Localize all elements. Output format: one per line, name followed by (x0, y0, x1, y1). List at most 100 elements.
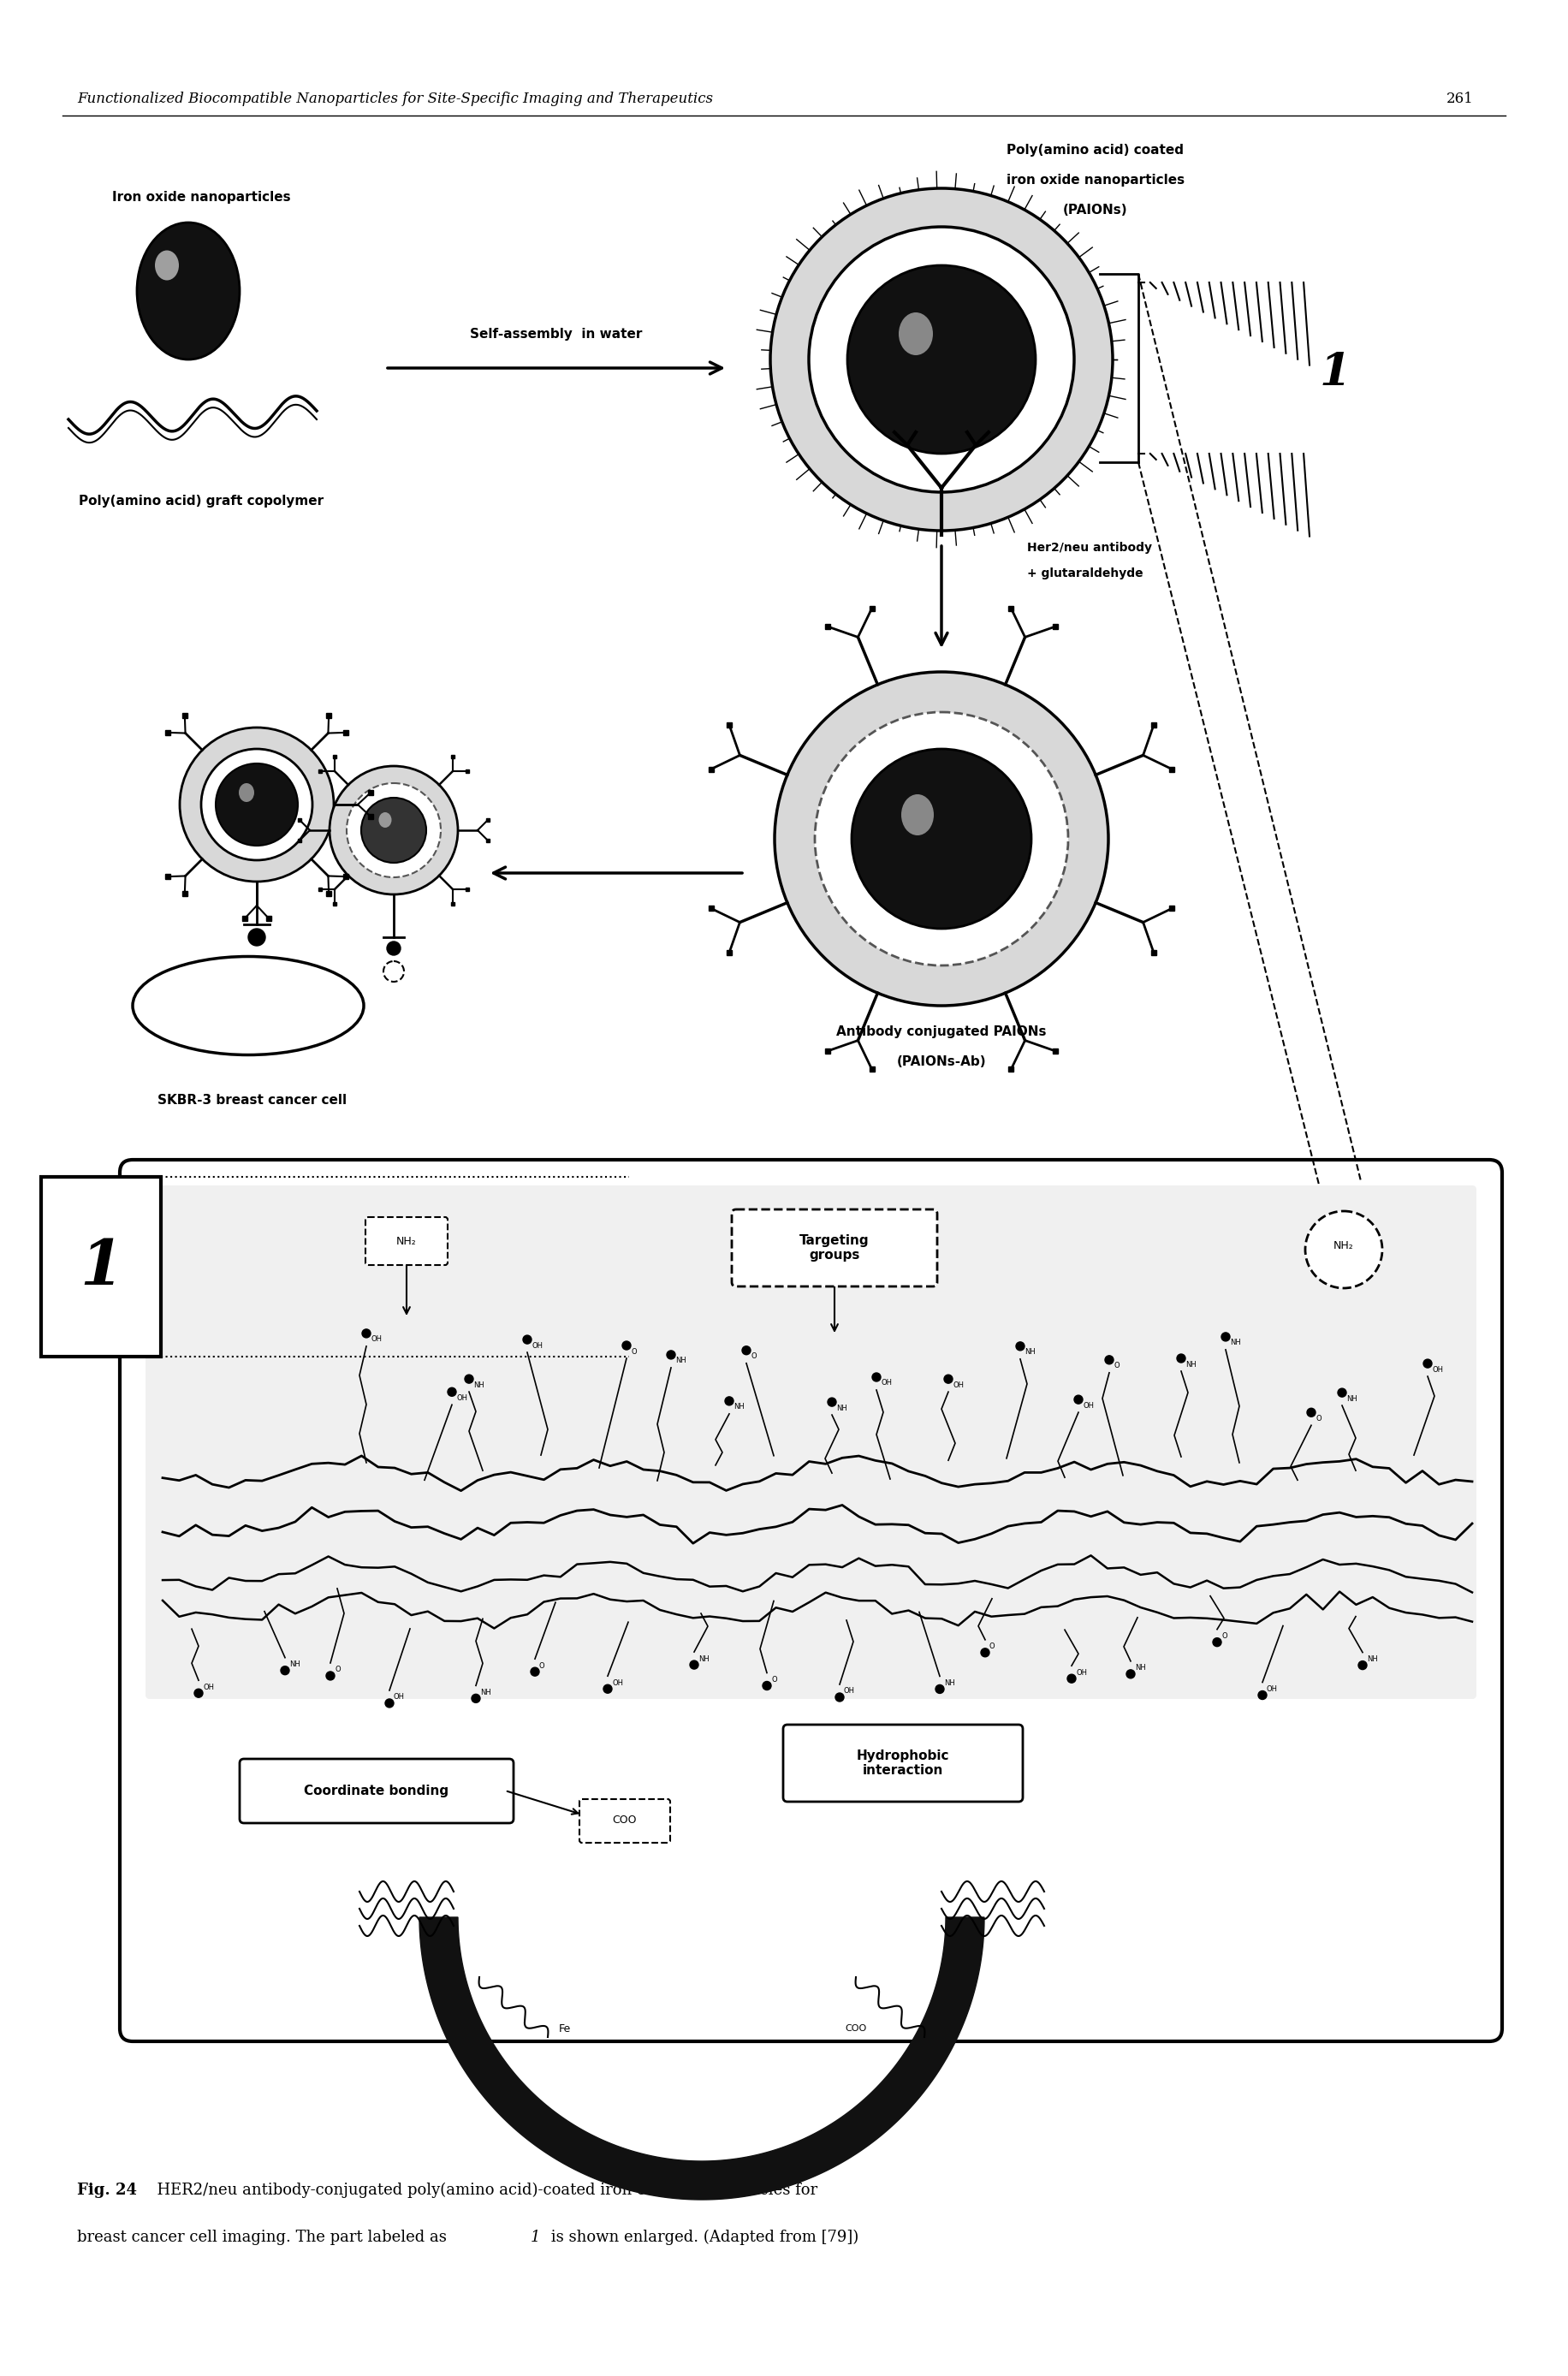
Text: OH: OH (532, 1342, 543, 1350)
Circle shape (201, 748, 312, 860)
Text: NH: NH (1229, 1340, 1240, 1347)
Circle shape (770, 188, 1113, 530)
Text: Fig. 24: Fig. 24 (77, 2184, 136, 2198)
Ellipse shape (902, 794, 935, 836)
Circle shape (742, 1347, 751, 1354)
Text: NH₂: NH₂ (1334, 1240, 1353, 1250)
Circle shape (1338, 1388, 1347, 1397)
Text: Poly(amino acid) graft copolymer: Poly(amino acid) graft copolymer (78, 494, 323, 506)
Circle shape (1308, 1409, 1316, 1416)
Text: OH: OH (953, 1380, 964, 1390)
FancyBboxPatch shape (146, 1186, 1477, 1699)
Circle shape (1068, 1675, 1076, 1682)
Circle shape (944, 1376, 953, 1383)
Text: O: O (1113, 1361, 1120, 1369)
Text: O: O (1316, 1414, 1322, 1423)
Circle shape (775, 672, 1109, 1005)
Text: Functionalized Biocompatible Nanoparticles for Site-Specific Imaging and Therape: Functionalized Biocompatible Nanoparticl… (77, 90, 713, 105)
Text: OH: OH (202, 1682, 213, 1692)
Text: NH: NH (698, 1656, 709, 1663)
Circle shape (982, 1649, 989, 1656)
Circle shape (1178, 1354, 1185, 1361)
Circle shape (329, 765, 458, 893)
Circle shape (1105, 1357, 1113, 1364)
FancyBboxPatch shape (240, 1758, 514, 1822)
Circle shape (762, 1682, 771, 1689)
Circle shape (216, 763, 298, 846)
Circle shape (180, 727, 334, 881)
Ellipse shape (136, 223, 240, 359)
Circle shape (194, 1689, 202, 1696)
Ellipse shape (238, 784, 254, 803)
Circle shape (1016, 1342, 1024, 1350)
Circle shape (1221, 1333, 1229, 1340)
Circle shape (530, 1668, 539, 1675)
Text: COO: COO (845, 2024, 867, 2034)
Text: Targeting
groups: Targeting groups (800, 1233, 869, 1262)
Text: NH: NH (836, 1404, 847, 1411)
Text: OH: OH (394, 1694, 405, 1701)
FancyBboxPatch shape (580, 1799, 670, 1844)
Circle shape (836, 1694, 844, 1701)
Circle shape (524, 1335, 532, 1345)
Text: is shown enlarged. (Adapted from [79]): is shown enlarged. (Adapted from [79]) (546, 2229, 859, 2245)
Circle shape (1258, 1692, 1267, 1699)
Circle shape (872, 1373, 881, 1380)
Text: SKBR-3 breast cancer cell: SKBR-3 breast cancer cell (158, 1093, 347, 1107)
Text: O: O (334, 1666, 340, 1673)
Text: NH: NH (1024, 1347, 1035, 1357)
Circle shape (464, 1376, 474, 1383)
Text: NH: NH (676, 1357, 687, 1364)
Circle shape (815, 713, 1068, 965)
Text: (PAIONs): (PAIONs) (1063, 204, 1127, 216)
Text: Antibody conjugated PAIONs: Antibody conjugated PAIONs (836, 1024, 1046, 1038)
Ellipse shape (898, 311, 933, 354)
Circle shape (1126, 1670, 1135, 1677)
Text: O: O (630, 1347, 637, 1354)
Text: OH: OH (370, 1335, 381, 1342)
Text: Self-assembly  in water: Self-assembly in water (470, 328, 643, 340)
Circle shape (666, 1350, 676, 1359)
Circle shape (281, 1666, 289, 1675)
FancyBboxPatch shape (782, 1725, 1022, 1801)
Text: COO: COO (613, 1815, 637, 1827)
Circle shape (828, 1397, 836, 1407)
Text: NH: NH (1135, 1663, 1146, 1673)
Text: 261: 261 (1446, 90, 1474, 105)
Text: OH: OH (456, 1395, 467, 1402)
Text: OH: OH (612, 1680, 622, 1687)
Circle shape (362, 1328, 370, 1338)
Circle shape (847, 266, 1035, 454)
Text: NH₂: NH₂ (397, 1236, 417, 1247)
Text: NH: NH (474, 1380, 485, 1390)
Text: NH: NH (1347, 1395, 1358, 1402)
Text: O: O (989, 1642, 996, 1651)
Circle shape (361, 798, 426, 862)
Text: O: O (1221, 1632, 1228, 1639)
Text: + glutaraldehyde: + glutaraldehyde (1027, 568, 1143, 580)
Text: Poly(amino acid) coated: Poly(amino acid) coated (1007, 143, 1184, 157)
Circle shape (326, 1673, 334, 1680)
Text: OH: OH (1267, 1685, 1278, 1694)
Polygon shape (419, 1917, 985, 2200)
Circle shape (690, 1661, 698, 1668)
Ellipse shape (133, 958, 364, 1055)
FancyBboxPatch shape (732, 1209, 938, 1285)
Circle shape (1074, 1395, 1083, 1404)
Circle shape (1358, 1661, 1367, 1670)
Text: O: O (539, 1661, 546, 1670)
Circle shape (347, 784, 441, 877)
Circle shape (1424, 1359, 1432, 1369)
Ellipse shape (155, 249, 179, 280)
Text: NH: NH (480, 1689, 491, 1696)
Text: Iron oxide nanoparticles: Iron oxide nanoparticles (111, 190, 290, 204)
Bar (41, 1176, 162, 1357)
Text: OH: OH (881, 1380, 892, 1388)
Text: OH: OH (1083, 1402, 1094, 1409)
Text: 1: 1 (530, 2229, 541, 2245)
Text: 1: 1 (80, 1236, 122, 1297)
Text: O: O (771, 1675, 776, 1685)
Text: NH: NH (944, 1680, 955, 1687)
Circle shape (1305, 1212, 1383, 1288)
Text: Hydrophobic
interaction: Hydrophobic interaction (856, 1749, 949, 1777)
